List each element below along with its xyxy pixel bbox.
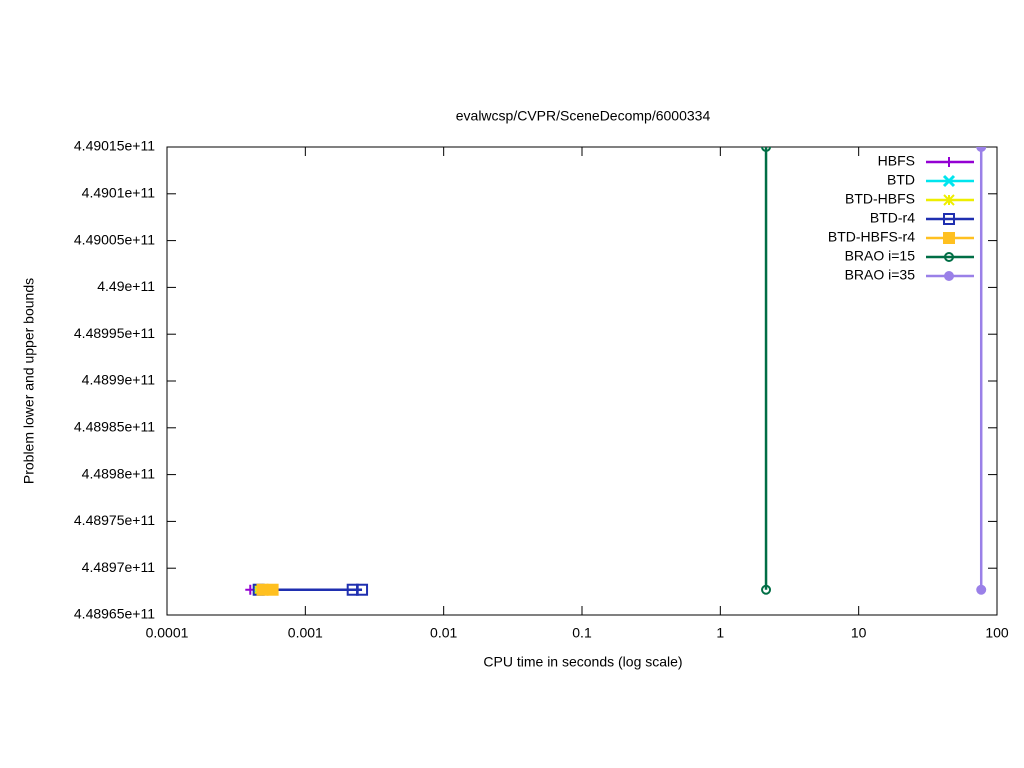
y-tick-label: 4.49015e+11 bbox=[74, 138, 155, 154]
legend-marker bbox=[944, 271, 954, 281]
legend-label: HBFS bbox=[878, 153, 915, 169]
plot-area bbox=[245, 147, 987, 596]
y-tick-label: 4.4901e+11 bbox=[82, 185, 156, 201]
legend-label: BTD-HBFS bbox=[845, 191, 915, 207]
legend-marker bbox=[943, 232, 955, 244]
x-axis-label: CPU time in seconds (log scale) bbox=[483, 654, 682, 670]
y-tick-label: 4.4899e+11 bbox=[82, 372, 156, 388]
y-tick-label: 4.48975e+11 bbox=[74, 512, 155, 528]
legend-label: BRAO i=35 bbox=[845, 267, 916, 283]
x-tick-label: 0.001 bbox=[288, 625, 323, 641]
legend-label: BTD-HBFS-r4 bbox=[828, 229, 915, 245]
y-tick-label: 4.4898e+11 bbox=[82, 465, 156, 481]
x-tick-label: 10 bbox=[851, 625, 867, 641]
x-tick-label: 0.01 bbox=[430, 625, 457, 641]
marker bbox=[266, 583, 279, 596]
chart-title: evalwcsp/CVPR/SceneDecomp/6000334 bbox=[456, 108, 711, 124]
x-tick-label: 100 bbox=[985, 625, 1009, 641]
y-tick-label: 4.49005e+11 bbox=[74, 231, 155, 247]
x-tick-label: 1 bbox=[716, 625, 724, 641]
legend-marker bbox=[944, 157, 954, 167]
legend-marker bbox=[943, 213, 955, 225]
legend-marker bbox=[944, 252, 954, 262]
marker bbox=[976, 584, 987, 595]
y-tick-label: 4.48995e+11 bbox=[74, 325, 155, 341]
y-tick-label: 4.48985e+11 bbox=[74, 419, 155, 435]
marker bbox=[761, 147, 772, 152]
legend-marker bbox=[943, 194, 955, 206]
legend-label: BTD-r4 bbox=[870, 210, 915, 226]
y-tick-label: 4.4897e+11 bbox=[82, 559, 156, 575]
marker bbox=[761, 584, 772, 595]
x-tick-label: 0.0001 bbox=[146, 625, 189, 641]
x-tick-label: 0.1 bbox=[572, 625, 592, 641]
marker bbox=[356, 583, 369, 596]
y-tick-label: 4.48965e+11 bbox=[74, 606, 155, 622]
marker bbox=[976, 147, 987, 152]
legend-marker bbox=[942, 174, 956, 188]
y-tick-label: 4.49e+11 bbox=[97, 278, 155, 294]
legend-label: BRAO i=15 bbox=[845, 248, 916, 264]
legend-label: BTD bbox=[887, 172, 915, 188]
y-axis-label: Problem lower and upper bounds bbox=[21, 278, 37, 484]
marker bbox=[256, 583, 269, 596]
